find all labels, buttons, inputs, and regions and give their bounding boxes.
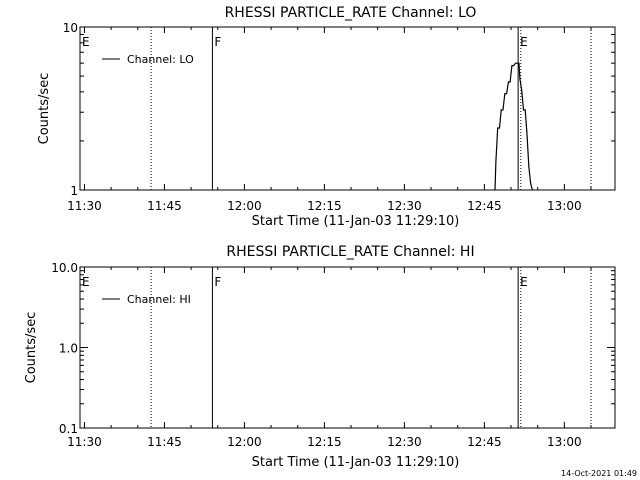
x-axis-label: Start Time (11-Jan-03 11:29:10) (252, 455, 460, 470)
plot-frame (79, 26, 616, 191)
x-tick-label: 11:45 (147, 435, 182, 449)
series-line (494, 62, 533, 191)
x-tick-label: 11:30 (67, 199, 102, 213)
x-tick-label: 12:45 (467, 199, 502, 213)
legend-entry: Channel: LO (127, 53, 194, 66)
x-tick-label: 12:45 (467, 435, 502, 449)
x-tick-label: 11:30 (67, 435, 102, 449)
event-marker-label: F (214, 35, 221, 49)
x-tick-label: 13:00 (547, 199, 582, 213)
event-marker-label: E (82, 35, 90, 49)
chart-title: RHESSI PARTICLE_RATE Channel: HI (226, 244, 474, 260)
y-tick-label: 1.0 (59, 342, 78, 356)
legend-entry: Channel: HI (127, 293, 191, 306)
x-tick-label: 12:30 (387, 435, 422, 449)
event-marker-label: E (82, 275, 90, 289)
event-marker-label: E (520, 275, 528, 289)
y-tick-label: 10 (63, 21, 78, 35)
x-tick-label: 12:15 (307, 199, 342, 213)
x-tick-label: 13:00 (547, 435, 582, 449)
x-tick-label: 12:00 (227, 435, 262, 449)
timestamp: 14-Oct-2021 01:49 (561, 469, 637, 478)
panel-2: RHESSI PARTICLE_RATE Channel: HI 11:30 11:… (24, 244, 616, 470)
event-marker-label: F (214, 275, 221, 289)
chart-title: RHESSI PARTICLE_RATE Channel: LO (225, 5, 477, 21)
x-tick-label: 11:45 (147, 199, 182, 213)
y-tick-label: 0.1 (59, 422, 78, 436)
x-axis-label: Start Time (11-Jan-03 11:29:10) (252, 214, 460, 229)
y-axis-label: Counts/sec (37, 73, 52, 145)
y-tick-label: 10.0 (51, 261, 78, 275)
y-tick-label: 1 (70, 184, 78, 198)
y-axis-label: Counts/sec (24, 312, 39, 384)
x-tick-label: 12:30 (387, 199, 422, 213)
panel-1: RHESSI PARTICLE_RATE Channel: LO 11:30 11:… (37, 5, 616, 229)
event-marker-label: E (520, 35, 528, 49)
x-tick-label: 12:15 (307, 435, 342, 449)
plot-frame (79, 266, 616, 429)
x-tick-label: 12:00 (227, 199, 262, 213)
